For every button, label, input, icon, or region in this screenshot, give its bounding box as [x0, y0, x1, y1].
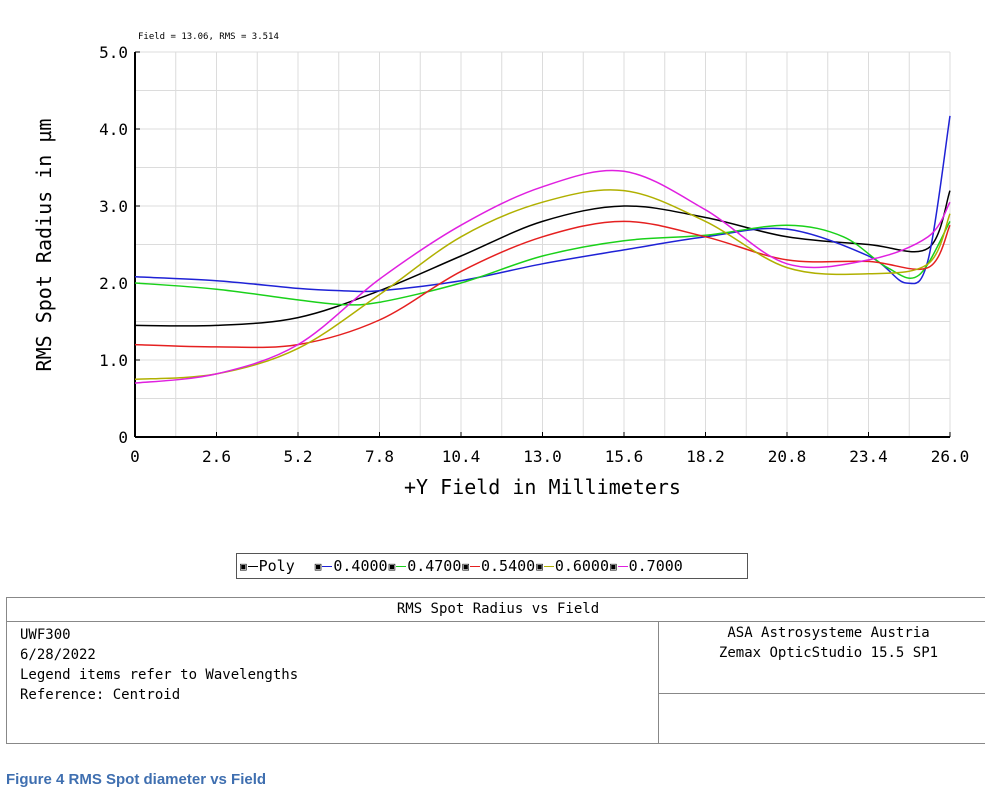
legend-swatch	[322, 565, 333, 567]
legend-swatch	[247, 565, 258, 567]
legend-item: ▣ 0.6000	[536, 557, 609, 575]
series-line-Poly	[134, 190, 951, 327]
series-line-0-5400	[134, 220, 951, 349]
legend-swatch	[617, 565, 628, 567]
x-tick-label: 20.8	[768, 447, 807, 466]
legend-label: 0.4700	[407, 557, 462, 575]
legend-item: ▣ 0.4000	[315, 557, 388, 575]
info-right-text: ASA Astrosysteme Austria Zemax OpticStud…	[659, 623, 985, 663]
chart-grid	[134, 51, 951, 438]
series-line-0-4700	[134, 221, 951, 306]
figure-caption: Figure 4 RMS Spot diameter vs Field	[6, 771, 267, 788]
legend-label: 0.4000	[333, 557, 388, 575]
x-tick-label: 13.0	[523, 447, 562, 466]
info-line: Legend items refer to Wavelengths	[20, 667, 299, 683]
series-line-0-6000	[134, 189, 951, 381]
y-tick-label: 0	[118, 428, 128, 447]
legend-swatch	[543, 565, 554, 567]
y-tick-label: 2.0	[99, 274, 128, 293]
info-line: Zemax OpticStudio 15.5 SP1	[718, 645, 939, 661]
legend-item: ▣ 0.5400	[462, 557, 535, 575]
chart-annotation: Field = 13.06, RMS = 3.514	[138, 32, 279, 42]
x-tick-label: 23.4	[849, 447, 888, 466]
x-axis-title: +Y Field in Millimeters	[404, 475, 681, 499]
legend-swatch	[396, 565, 407, 567]
legend-label: Poly	[258, 557, 295, 575]
x-tick-label: 2.6	[202, 447, 231, 466]
x-tick-label: 10.4	[442, 447, 481, 466]
series-line-0-7000	[134, 169, 951, 384]
x-tick-label: 18.2	[686, 447, 725, 466]
info-line: ASA Astrosysteme Austria	[727, 625, 930, 641]
legend-marker-icon: ▣	[240, 559, 247, 573]
x-tick-label: 0	[130, 447, 140, 466]
legend-marker-icon: ▣	[314, 559, 322, 573]
chart-series	[134, 115, 951, 384]
info-right-column: ASA Astrosysteme Austria Zemax OpticStud…	[658, 622, 985, 744]
rms-spot-chart: 0 2.6 5.2 7.8 10.4 13.0 15.6 18.2 20.8 23.4 26.0 0 1…	[32, 32, 969, 499]
chart-legend: ▣ Poly ▣ 0.4000 ▣ 0.4700 ▣ 0.5400 ▣ 0.6000 ▣ 0.7000	[236, 553, 748, 579]
info-divider	[659, 693, 985, 694]
x-tick-label: 26.0	[931, 447, 970, 466]
legend-marker-icon: ▣	[462, 559, 469, 573]
info-line: 6/28/2022	[20, 647, 96, 663]
chart-labels: 0 2.6 5.2 7.8 10.4 13.0 15.6 18.2 20.8 23.4 26.0 0 1…	[32, 32, 969, 499]
legend-marker-icon: ▣	[536, 559, 543, 573]
legend-label: 0.6000	[554, 557, 609, 575]
y-tick-label: 3.0	[99, 197, 128, 216]
y-axis-title: RMS Spot Radius in µm	[32, 119, 56, 372]
legend-swatch	[470, 565, 480, 567]
chart-axes	[134, 51, 951, 438]
x-tick-label: 7.8	[365, 447, 394, 466]
info-line: UWF300	[20, 627, 71, 643]
info-line: Reference: Centroid	[20, 687, 181, 703]
legend-item: ▣ Poly	[240, 557, 295, 575]
y-tick-label: 4.0	[99, 120, 128, 139]
y-tick-label: 5.0	[99, 43, 128, 62]
info-box: RMS Spot Radius vs Field UWF300 6/28/202…	[6, 597, 985, 744]
legend-label: 0.7000	[628, 557, 683, 575]
legend-marker-icon: ▣	[388, 559, 396, 573]
y-tick-label: 1.0	[99, 351, 128, 370]
info-left-text: UWF300 6/28/2022 Legend items refer to W…	[20, 625, 298, 705]
series-line-0-4000	[134, 115, 951, 293]
legend-label: 0.5400	[481, 557, 536, 575]
legend-item: ▣ 0.7000	[610, 557, 683, 575]
info-title: RMS Spot Radius vs Field	[7, 598, 985, 622]
x-tick-label: 15.6	[605, 447, 644, 466]
legend-marker-icon: ▣	[610, 559, 617, 573]
legend-item: ▣ 0.4700	[389, 557, 462, 575]
x-tick-label: 5.2	[284, 447, 313, 466]
